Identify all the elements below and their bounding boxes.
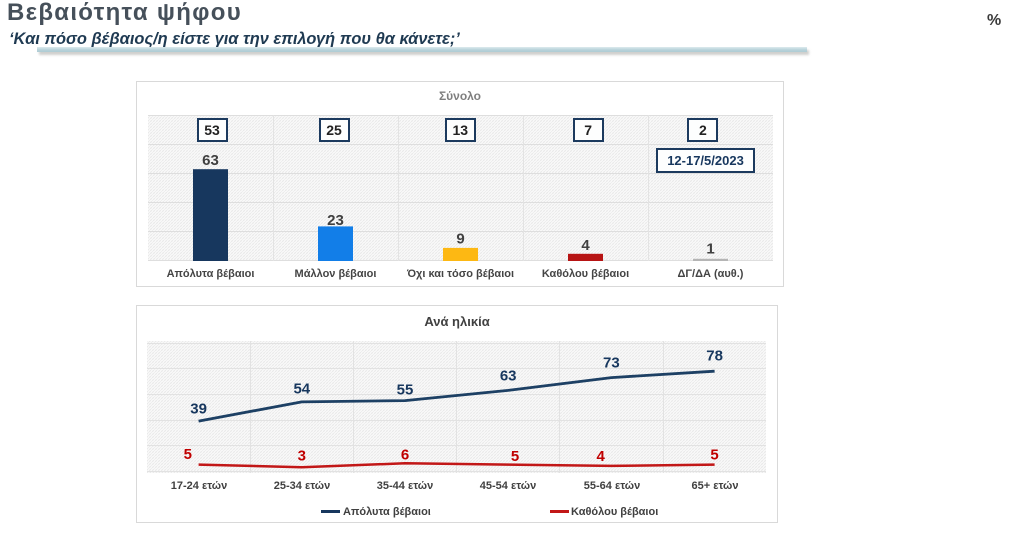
svg-text:5: 5 xyxy=(184,446,192,463)
svg-text:73: 73 xyxy=(603,354,620,371)
svg-text:4: 4 xyxy=(581,237,590,254)
svg-text:23: 23 xyxy=(327,212,344,229)
svg-text:63: 63 xyxy=(202,152,219,169)
svg-text:78: 78 xyxy=(706,347,723,364)
svg-text:3: 3 xyxy=(298,447,306,464)
svg-text:5: 5 xyxy=(511,448,519,465)
svg-text:9: 9 xyxy=(456,231,464,248)
svg-text:63: 63 xyxy=(500,368,517,385)
svg-text:39: 39 xyxy=(190,401,207,418)
svg-text:5: 5 xyxy=(710,447,718,464)
svg-text:4: 4 xyxy=(597,448,606,465)
svg-text:55: 55 xyxy=(397,381,414,398)
svg-text:54: 54 xyxy=(293,381,310,398)
svg-text:6: 6 xyxy=(401,447,409,464)
svg-text:1: 1 xyxy=(706,241,714,258)
